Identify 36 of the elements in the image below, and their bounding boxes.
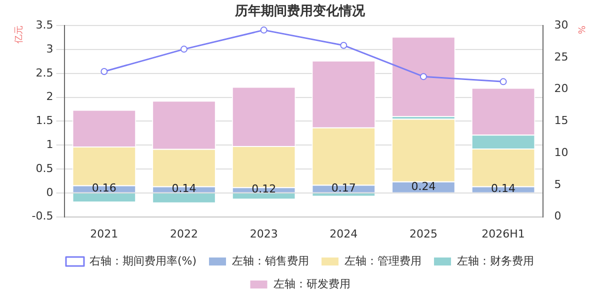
y2-tick-label: 25	[554, 50, 568, 64]
x-tick-label: 2022	[170, 227, 198, 240]
y-tick-label: -0.5	[32, 210, 54, 223]
x-tick-label: 2026H1	[482, 227, 525, 240]
data-label: 0.12	[252, 182, 276, 196]
y-tick-label: 3.5	[36, 18, 54, 32]
chart-title: 历年期间费用变化情况	[234, 3, 366, 20]
y-tick-label: 0.5	[36, 162, 54, 175]
data-label: 0.14	[172, 182, 196, 196]
data-label: 0.17	[331, 181, 356, 194]
y2-tick-label: 0	[554, 210, 562, 223]
y-tick-label: 3	[46, 42, 54, 56]
x-tick-label: 2023	[250, 227, 278, 240]
data-label: 0.24	[411, 180, 436, 193]
data-label: 0.16	[92, 182, 116, 195]
legend-label: 左轴：销售费用	[232, 254, 310, 268]
y-axis-title: 亿元	[14, 26, 25, 45]
y2-tick-label: 30	[554, 18, 568, 32]
legend-label: 左轴：管理费用	[344, 254, 422, 268]
y2-tick-label: 10	[554, 146, 568, 159]
y2-axis-title: %	[575, 26, 586, 35]
x-tick-label: 2021	[90, 227, 118, 240]
data-label: 0.14	[491, 182, 516, 196]
y2-tick-label: 15	[554, 114, 568, 128]
x-tick-label: 2025	[409, 227, 438, 240]
y-tick-label: 1	[46, 138, 54, 151]
legend-label: 左轴：研发费用	[273, 277, 350, 290]
y-tick-label: 2.5	[36, 66, 54, 80]
y2-tick-label: 5	[554, 178, 562, 191]
legend-label: 左轴：财务费用	[457, 254, 534, 268]
y-tick-label: 1.5	[36, 114, 54, 128]
y-tick-label: 2	[46, 90, 54, 104]
y2-tick-label: 20	[554, 82, 568, 96]
x-tick-label: 2024	[330, 227, 358, 240]
legend-label: 右轴：期间费用率(%)	[89, 254, 197, 268]
y-tick-label: 0	[46, 186, 54, 199]
